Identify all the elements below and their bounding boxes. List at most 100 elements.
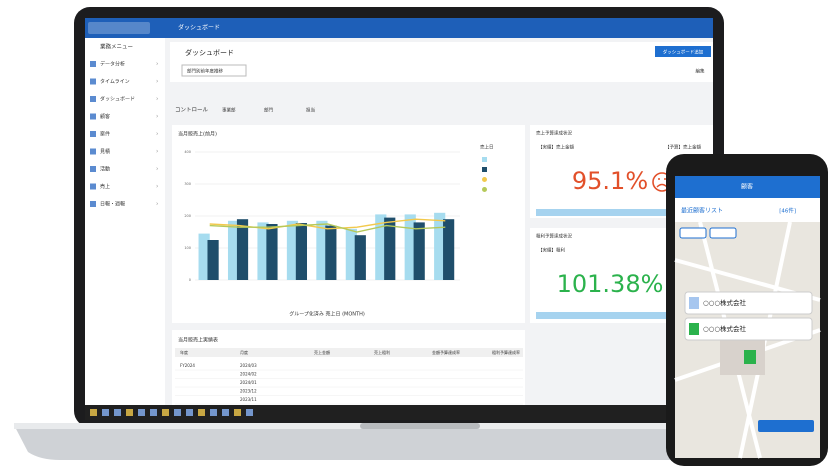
table-cell: 2024/01 bbox=[240, 380, 257, 385]
list-title: 最近顧客リスト bbox=[681, 207, 723, 215]
bar bbox=[354, 235, 366, 280]
bar bbox=[257, 222, 269, 280]
table-cell: 2023/11 bbox=[240, 397, 257, 402]
chevron: › bbox=[156, 61, 158, 68]
taskbar-icon bbox=[186, 409, 193, 416]
menu-icon bbox=[90, 148, 96, 155]
chevron: › bbox=[156, 166, 158, 173]
taskbar-icon bbox=[102, 409, 109, 416]
y-tick-label: 100 bbox=[184, 246, 191, 250]
table-title: 当月販売上実績表 bbox=[178, 337, 218, 344]
table-header-cell: 年度 bbox=[180, 349, 188, 355]
chevron: › bbox=[156, 113, 158, 120]
menu-item: データ分析 bbox=[100, 61, 125, 68]
phone-title: 顧客 bbox=[741, 183, 753, 191]
legend-title: 売上日 bbox=[480, 144, 494, 151]
control: 担当 bbox=[306, 107, 315, 114]
menu-item: 売上 bbox=[100, 183, 110, 190]
legend-swatch bbox=[482, 157, 487, 162]
kpi-value: 101.38% bbox=[557, 270, 664, 298]
sidebar bbox=[85, 38, 165, 405]
bar bbox=[286, 220, 299, 280]
taskbar-icon bbox=[210, 409, 217, 416]
bar bbox=[207, 240, 219, 280]
map-button[interactable] bbox=[758, 420, 814, 432]
map-button[interactable] bbox=[709, 227, 737, 239]
table-header-cell: 売上金額 bbox=[314, 349, 330, 355]
bar bbox=[325, 225, 337, 280]
company-icon bbox=[689, 297, 699, 309]
header-panel bbox=[170, 42, 713, 82]
control-label: コントロール bbox=[175, 107, 209, 114]
kpi-title: 粗利予算達成状況 bbox=[536, 233, 572, 240]
phone-header bbox=[675, 176, 820, 198]
table-cell: FY2024 bbox=[180, 363, 195, 368]
chevron: › bbox=[156, 201, 158, 208]
menu-item: 顧客 bbox=[100, 113, 110, 120]
chevron: › bbox=[156, 78, 158, 85]
kpi-bar bbox=[536, 209, 713, 216]
y-tick-label: 200 bbox=[184, 214, 191, 218]
menu-icon bbox=[90, 96, 96, 102]
taskbar-icon bbox=[90, 409, 97, 416]
menu-item: ダッシュボード bbox=[100, 96, 135, 103]
taskbar-icon bbox=[198, 409, 205, 416]
kpi-value: 95.1% bbox=[572, 167, 648, 195]
kpi-title: 売上予算達成状況 bbox=[536, 130, 572, 137]
taskbar-icon bbox=[234, 409, 241, 416]
table-cell: 2024/03 bbox=[240, 363, 257, 368]
legend-swatch bbox=[482, 187, 487, 192]
menu-item: 活動 bbox=[100, 166, 110, 173]
bar bbox=[295, 223, 308, 280]
kpi-label: 【予算】売上金額 bbox=[665, 144, 701, 151]
menu-icon bbox=[90, 113, 96, 120]
taskbar-icon bbox=[246, 409, 253, 416]
bar bbox=[345, 228, 357, 280]
menu-icon bbox=[90, 78, 96, 85]
chevron: › bbox=[156, 96, 158, 103]
taskbar-icon bbox=[222, 409, 229, 416]
x-axis-label: グループ化済み 売上日 (MONTH) bbox=[289, 311, 365, 318]
y-tick-label: 400 bbox=[184, 150, 191, 154]
bar bbox=[236, 219, 249, 280]
sad-eye bbox=[664, 178, 666, 180]
table-cell: 2023/12 bbox=[240, 389, 257, 394]
company-card bbox=[684, 317, 813, 341]
list-count: [46件] bbox=[779, 207, 796, 215]
menu-icon bbox=[90, 61, 96, 67]
kpi-label: 【実績】粗利 bbox=[538, 247, 565, 254]
taskbar-icon bbox=[162, 409, 169, 416]
taskbar-icon bbox=[114, 409, 121, 416]
app-title: ダッシュボード bbox=[178, 24, 220, 32]
control: 部門 bbox=[264, 107, 273, 114]
line bbox=[209, 223, 446, 233]
company-icon bbox=[689, 323, 699, 335]
menu-icon bbox=[90, 166, 96, 172]
add-button-label: ダッシュボード追加 bbox=[663, 49, 704, 56]
laptop-notch bbox=[360, 423, 480, 429]
company-card bbox=[684, 291, 813, 315]
bar bbox=[443, 219, 455, 280]
menu-item: 日報・週報 bbox=[100, 201, 125, 208]
map-button[interactable] bbox=[679, 227, 707, 239]
bar bbox=[266, 224, 278, 280]
map-pin bbox=[744, 350, 756, 364]
dashboard-title: ダッシュボード bbox=[185, 48, 234, 57]
legend-swatch bbox=[482, 177, 487, 182]
add-button[interactable] bbox=[655, 46, 711, 57]
table-panel bbox=[172, 330, 525, 405]
filter-select[interactable] bbox=[181, 64, 247, 77]
menu-icon bbox=[90, 131, 96, 137]
menu-item: タイムライン bbox=[100, 78, 130, 85]
table-header-cell: 金額予算達成率 bbox=[432, 349, 460, 355]
table-cell: 2024/02 bbox=[240, 372, 257, 377]
table-header-cell: 月度 bbox=[240, 349, 248, 355]
bar bbox=[384, 217, 396, 280]
chevron: › bbox=[156, 131, 158, 138]
kpi-label: 【実績】売上金額 bbox=[538, 144, 574, 151]
bar bbox=[404, 214, 416, 280]
table-header-cell: 売上粗利 bbox=[374, 349, 390, 355]
chevron: › bbox=[156, 148, 158, 155]
